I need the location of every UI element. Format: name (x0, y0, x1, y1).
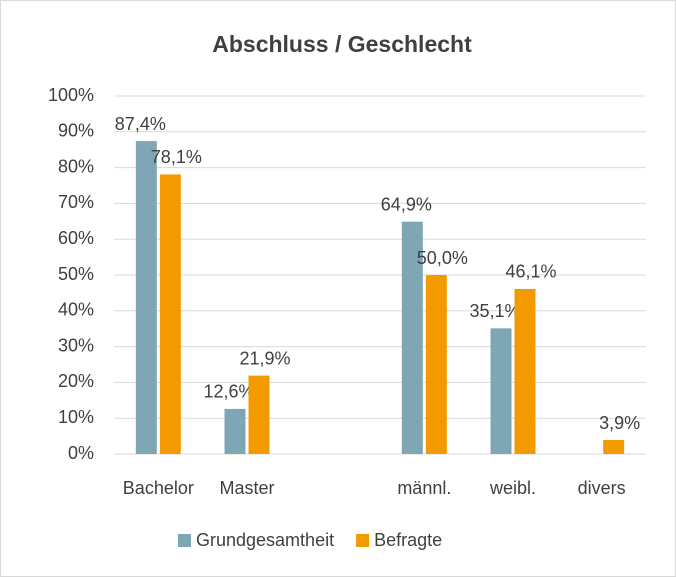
y-tick-label: 30% (58, 335, 94, 355)
x-tick-label: männl. (397, 478, 451, 498)
legend-label: Befragte (374, 530, 442, 550)
y-tick-label: 40% (58, 300, 94, 320)
data-label: 46,1% (505, 262, 556, 282)
y-tick-label: 100% (48, 85, 94, 105)
data-label: 35,1% (469, 301, 520, 321)
data-label: 21,9% (239, 348, 290, 368)
legend-label: Grundgesamtheit (196, 530, 334, 550)
bar (490, 328, 512, 454)
legend-swatch (178, 534, 191, 547)
x-tick-label: divers (578, 478, 626, 498)
y-tick-label: 0% (68, 443, 94, 463)
data-label: 87,4% (115, 114, 166, 134)
bar (425, 275, 447, 454)
y-tick-label: 20% (58, 371, 94, 391)
bar (401, 221, 423, 454)
y-tick-label: 90% (58, 121, 94, 141)
bar (514, 288, 536, 454)
data-label: 3,9% (599, 413, 640, 433)
data-label: 64,9% (381, 194, 432, 214)
data-label: 12,6% (203, 382, 254, 402)
x-tick-label: Bachelor (123, 478, 194, 498)
bar (603, 440, 625, 454)
data-label: 50,0% (417, 248, 468, 268)
x-tick-label: weibl. (489, 478, 536, 498)
data-label: 78,1% (151, 147, 202, 167)
bar (248, 375, 270, 454)
y-tick-label: 60% (58, 228, 94, 248)
legend-swatch (356, 534, 370, 547)
y-tick-label: 10% (58, 407, 94, 427)
chart-title: Abschluss / Geschlecht (212, 31, 472, 57)
y-tick-label: 70% (58, 192, 94, 212)
x-tick-label: Master (219, 478, 274, 498)
bar (159, 174, 181, 455)
y-tick-label: 50% (58, 264, 94, 284)
y-tick-label: 80% (58, 156, 94, 176)
bar (135, 141, 157, 454)
bar (224, 408, 246, 454)
